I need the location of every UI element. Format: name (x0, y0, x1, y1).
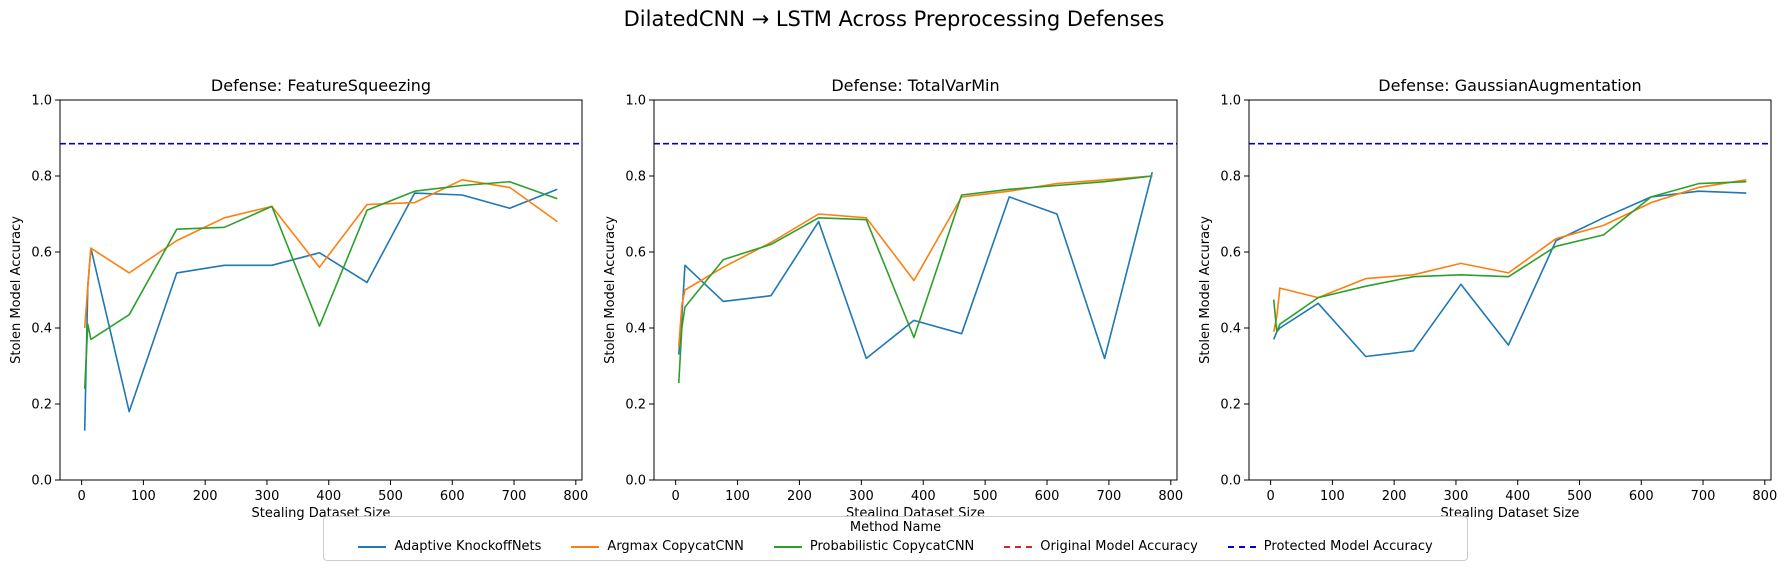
x-tick-label: 800 (1158, 489, 1183, 504)
legend-label: Original Model Accuracy (1040, 539, 1198, 554)
y-tick-label: 1.0 (31, 94, 52, 109)
y-tick-label: 1.0 (625, 94, 646, 109)
figure-title: DilatedCNN → LSTM Across Preprocessing D… (624, 7, 1165, 31)
y-axis-label: Stolen Model Accuracy (9, 216, 24, 364)
x-tick-label: 300 (1444, 489, 1469, 504)
legend-label: Adaptive KnockoffNets (394, 539, 542, 554)
y-tick-label: 0.0 (1220, 474, 1241, 489)
x-tick-label: 0 (77, 489, 85, 504)
axes-frame (1248, 99, 1772, 481)
legend-item-argmax-copycatcnn: Argmax CopycatCNN (571, 539, 744, 554)
y-tick-label: 0.2 (625, 398, 646, 413)
y-tick-label: 0.8 (625, 170, 646, 185)
y-tick-label: 1.0 (1220, 94, 1241, 109)
panel-title: Defense: FeatureSqueezing (211, 76, 431, 95)
legend-label: Probabilistic CopycatCNN (809, 539, 975, 554)
y-tick-label: 0.2 (1220, 398, 1241, 413)
y-tick-label: 0.8 (1220, 170, 1241, 185)
x-tick-label: 100 (1320, 489, 1345, 504)
panel-3: Defense: GaussianAugmentation 0 100 200 300 4… (1198, 76, 1777, 521)
legend-item-adaptive-knockoffnets: Adaptive KnockoffNets (358, 539, 541, 554)
x-tick-label: 600 (1629, 489, 1654, 504)
series-line-adaptive-knockoffnets (1272, 190, 1747, 358)
x-tick-label: 500 (378, 489, 403, 504)
x-tick-label: 600 (1035, 489, 1060, 504)
x-tick-label: 200 (787, 489, 812, 504)
legend-swatch (1227, 545, 1256, 548)
y-tick-label: 0.8 (31, 170, 52, 185)
x-tick-label: 100 (131, 489, 156, 504)
x-tick-label: 0 (672, 489, 680, 504)
series-line-probabilistic-copycatcnn (677, 175, 1153, 384)
axes-frame (59, 99, 583, 481)
series-line-adaptive-knockoffnets (677, 172, 1154, 360)
panel-title: Defense: GaussianAugmentation (1378, 76, 1641, 95)
axes-frame (653, 99, 1178, 481)
x-tick-label: 200 (193, 489, 218, 504)
legend-swatch (571, 545, 600, 548)
legend-swatch (773, 545, 802, 548)
legend-item-original-model-accuracy: Original Model Accuracy (1004, 539, 1198, 554)
x-tick-label: 800 (563, 489, 588, 504)
x-tick-label: 800 (1752, 489, 1777, 504)
x-tick-label: 300 (255, 489, 280, 504)
x-tick-label: 500 (1567, 489, 1592, 504)
legend-item-protected-model-accuracy: Protected Model Accuracy (1227, 539, 1433, 554)
y-tick-label: 0.4 (31, 322, 52, 337)
x-axis-label: Stealing Dataset Size (1441, 506, 1580, 521)
legend-title: Method Name (849, 520, 942, 535)
x-tick-label: 0 (1266, 489, 1274, 504)
series-line-argmax-copycatcnn (677, 175, 1153, 348)
x-tick-label: 100 (725, 489, 750, 504)
series-line-adaptive-knockoffnets (83, 188, 558, 431)
x-tick-label: 400 (316, 489, 341, 504)
x-tick-label: 500 (973, 489, 998, 504)
x-tick-label: 200 (1382, 489, 1407, 504)
y-tick-label: 0.0 (625, 474, 646, 489)
series-line-probabilistic-copycatcnn (1272, 180, 1747, 333)
x-tick-label: 600 (440, 489, 465, 504)
y-tick-label: 0.6 (1220, 246, 1241, 261)
x-tick-label: 400 (1505, 489, 1530, 504)
x-tick-label: 700 (1691, 489, 1716, 504)
y-axis-label: Stolen Model Accuracy (603, 216, 618, 364)
panel-title: Defense: TotalVarMin (831, 76, 999, 95)
legend-swatch (1004, 545, 1033, 548)
x-tick-label: 700 (1097, 489, 1122, 504)
y-tick-label: 0.6 (625, 246, 646, 261)
legend-item-probabilistic-copycatcnn: Probabilistic CopycatCNN (773, 539, 975, 554)
y-tick-label: 0.2 (31, 398, 52, 413)
legend-label: Argmax CopycatCNN (607, 539, 744, 554)
y-tick-label: 0.6 (31, 246, 52, 261)
legend-label: Protected Model Accuracy (1263, 539, 1433, 554)
series-line-probabilistic-copycatcnn (83, 180, 558, 389)
legend-swatch (358, 545, 387, 548)
x-tick-label: 300 (849, 489, 874, 504)
series-line-argmax-copycatcnn (1272, 179, 1747, 332)
y-tick-label: 0.0 (31, 474, 52, 489)
y-tick-label: 0.4 (1220, 322, 1241, 337)
y-tick-label: 0.4 (625, 322, 646, 337)
x-tick-label: 400 (911, 489, 936, 504)
x-tick-label: 700 (502, 489, 527, 504)
panel-1: Defense: FeatureSqueezing 0 100 200 300 400 50… (9, 76, 588, 521)
legend: Method Name Adaptive KnockoffNets Argmax … (323, 516, 1468, 561)
panel-2: Defense: TotalVarMin 0 100 200 300 400 500 600 7… (603, 76, 1183, 521)
y-axis-label: Stolen Model Accuracy (1198, 216, 1213, 364)
